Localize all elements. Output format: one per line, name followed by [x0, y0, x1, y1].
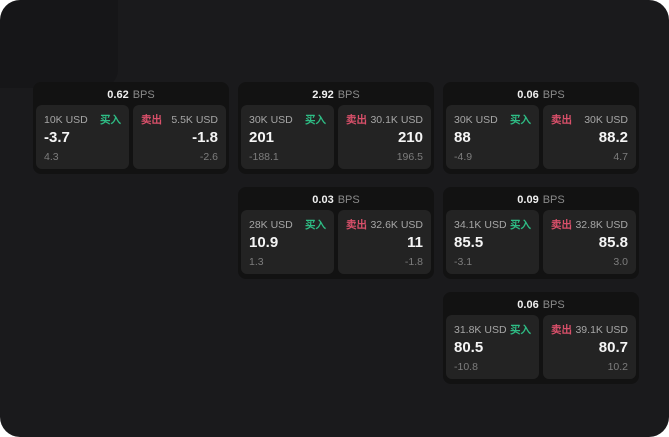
- sell-price: 80.7: [598, 339, 628, 356]
- quote-panels: 30K USD 买入 88 -4.9 卖出 30K USD 88.2 4.7: [443, 105, 639, 169]
- buy-tile[interactable]: 34.1K USD 买入 85.5 -3.1: [446, 210, 539, 274]
- spread-header: 0.06 BPS: [443, 82, 639, 105]
- quote-panels: 28K USD 买入 10.9 1.3 卖出 32.6K USD 11 -1.8: [238, 210, 434, 274]
- quote-card: 0.06 BPS 31.8K USD 买入 80.5 -10.8 卖出 39.1…: [443, 292, 639, 384]
- spread-unit: BPS: [132, 88, 155, 101]
- sell-price: 88.2: [598, 129, 628, 146]
- spread-header: 0.09 BPS: [443, 187, 639, 210]
- sell-button[interactable]: 卖出: [141, 114, 162, 126]
- quote-panels: 30K USD 买入 201 -188.1 卖出 30.1K USD 210 1…: [238, 105, 434, 169]
- spread-value: 0.06: [517, 88, 539, 101]
- buy-size-label: 28K USD: [249, 218, 293, 231]
- sell-change: 4.7: [613, 151, 628, 163]
- sell-tile[interactable]: 卖出 30K USD 88.2 4.7: [543, 105, 636, 169]
- buy-tile[interactable]: 28K USD 买入 10.9 1.3: [241, 210, 334, 274]
- spread-value: 0.03: [312, 193, 334, 206]
- sell-price: 85.8: [598, 234, 628, 251]
- spread-unit: BPS: [337, 193, 360, 206]
- sell-size-label: 30.1K USD: [370, 113, 423, 126]
- buy-price: -3.7: [44, 129, 70, 146]
- sell-button[interactable]: 卖出: [551, 324, 572, 336]
- sell-change: 10.2: [607, 361, 628, 373]
- buy-price: 201: [249, 129, 275, 146]
- buy-price: 80.5: [454, 339, 484, 356]
- corner-shade: [0, 0, 118, 88]
- sell-tile[interactable]: 卖出 39.1K USD 80.7 10.2: [543, 315, 636, 379]
- sell-change: -2.6: [199, 151, 218, 163]
- spread-value: 2.92: [312, 88, 334, 101]
- quote-panels: 34.1K USD 买入 85.5 -3.1 卖出 32.8K USD 85.8…: [443, 210, 639, 274]
- buy-tile[interactable]: 10K USD 买入 -3.7 4.3: [36, 105, 129, 169]
- sell-tile[interactable]: 卖出 32.8K USD 85.8 3.0: [543, 210, 636, 274]
- sell-change: -1.8: [404, 256, 423, 268]
- spread-unit: BPS: [542, 88, 565, 101]
- spread-header: 0.06 BPS: [443, 292, 639, 315]
- buy-price: 85.5: [454, 234, 484, 251]
- buy-price: 88: [454, 129, 471, 146]
- spread-value: 0.09: [517, 193, 539, 206]
- spread-header: 0.03 BPS: [238, 187, 434, 210]
- sell-size-label: 39.1K USD: [575, 323, 628, 336]
- buy-button[interactable]: 买入: [510, 324, 531, 336]
- buy-button[interactable]: 买入: [305, 219, 326, 231]
- spread-header: 0.62 BPS: [33, 82, 229, 105]
- buy-size-label: 31.8K USD: [454, 323, 507, 336]
- quote-card: 2.92 BPS 30K USD 买入 201 -188.1 卖出 30.1K …: [238, 82, 434, 174]
- quote-panels: 31.8K USD 买入 80.5 -10.8 卖出 39.1K USD 80.…: [443, 315, 639, 379]
- buy-tile[interactable]: 30K USD 买入 201 -188.1: [241, 105, 334, 169]
- buy-size-label: 34.1K USD: [454, 218, 507, 231]
- quote-card: 0.06 BPS 30K USD 买入 88 -4.9 卖出 30K USD 8…: [443, 82, 639, 174]
- quote-panels: 10K USD 买入 -3.7 4.3 卖出 5.5K USD -1.8 -2.…: [33, 105, 229, 169]
- buy-change: -3.1: [454, 256, 473, 268]
- buy-change: 1.3: [249, 256, 264, 268]
- spread-unit: BPS: [542, 298, 565, 311]
- buy-button[interactable]: 买入: [100, 114, 121, 126]
- quote-card: 0.03 BPS 28K USD 买入 10.9 1.3 卖出 32.6K US…: [238, 187, 434, 279]
- sell-button[interactable]: 卖出: [346, 114, 367, 126]
- sell-price: 11: [407, 234, 423, 251]
- sell-tile[interactable]: 卖出 5.5K USD -1.8 -2.6: [133, 105, 226, 169]
- sell-tile[interactable]: 卖出 30.1K USD 210 196.5: [338, 105, 431, 169]
- sell-size-label: 32.8K USD: [575, 218, 628, 231]
- buy-tile[interactable]: 31.8K USD 买入 80.5 -10.8: [446, 315, 539, 379]
- sell-button[interactable]: 卖出: [551, 114, 572, 126]
- spread-value: 0.06: [517, 298, 539, 311]
- sell-change: 3.0: [613, 256, 628, 268]
- sell-button[interactable]: 卖出: [551, 219, 572, 231]
- buy-button[interactable]: 买入: [510, 219, 531, 231]
- sell-change: 196.5: [396, 151, 423, 163]
- sell-tile[interactable]: 卖出 32.6K USD 11 -1.8: [338, 210, 431, 274]
- spread-unit: BPS: [337, 88, 360, 101]
- buy-size-label: 10K USD: [44, 113, 88, 126]
- buy-change: 4.3: [44, 151, 59, 163]
- sell-button[interactable]: 卖出: [346, 219, 367, 231]
- quote-card: 0.62 BPS 10K USD 买入 -3.7 4.3 卖出 5.5K USD…: [33, 82, 229, 174]
- spread-value: 0.62: [107, 88, 129, 101]
- sell-price: 210: [397, 129, 423, 146]
- sell-price: -1.8: [192, 129, 218, 146]
- quote-card: 0.09 BPS 34.1K USD 买入 85.5 -3.1 卖出 32.8K…: [443, 187, 639, 279]
- sell-size-label: 30K USD: [584, 113, 628, 126]
- spread-unit: BPS: [542, 193, 565, 206]
- buy-size-label: 30K USD: [249, 113, 293, 126]
- sell-size-label: 32.6K USD: [370, 218, 423, 231]
- sell-size-label: 5.5K USD: [171, 113, 218, 126]
- buy-price: 10.9: [249, 234, 279, 251]
- spread-header: 2.92 BPS: [238, 82, 434, 105]
- buy-change: -4.9: [454, 151, 473, 163]
- buy-button[interactable]: 买入: [510, 114, 531, 126]
- buy-change: -10.8: [454, 361, 478, 373]
- buy-button[interactable]: 买入: [305, 114, 326, 126]
- buy-tile[interactable]: 30K USD 买入 88 -4.9: [446, 105, 539, 169]
- buy-size-label: 30K USD: [454, 113, 498, 126]
- buy-change: -188.1: [249, 151, 279, 163]
